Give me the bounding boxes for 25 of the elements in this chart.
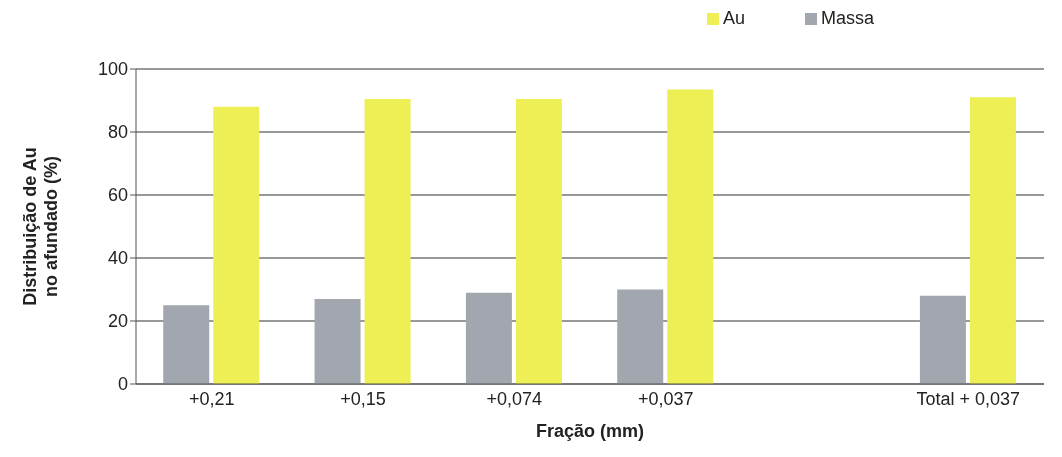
- bar: [213, 106, 260, 384]
- bar: [667, 89, 714, 384]
- x-tick-label: +0,074: [486, 388, 543, 409]
- x-tick-label: Total + 0,037: [916, 388, 1021, 409]
- y-tick-label: 100: [97, 59, 128, 80]
- legend-label: Au: [722, 8, 745, 28]
- x-axis-title: Fração (mm): [535, 421, 645, 441]
- y-tick-label: 80: [107, 122, 128, 143]
- bar: [163, 305, 210, 384]
- y-tick-label: 60: [107, 185, 128, 206]
- bar: [919, 295, 966, 384]
- bar: [465, 292, 512, 384]
- y-tick-label: 40: [107, 248, 128, 269]
- bar: [364, 98, 411, 384]
- y-tick-label: 20: [107, 311, 128, 332]
- x-tick-label: +0,21: [188, 388, 235, 409]
- bar: [515, 98, 562, 384]
- x-tick-label: +0,15: [340, 388, 386, 409]
- y-tick-label: 0: [117, 374, 128, 395]
- x-tick-label: +0,037: [637, 388, 694, 409]
- bar: [617, 289, 664, 384]
- legend-label: Massa: [820, 8, 874, 28]
- y-axis-title: Distribuição de Au no afundado (%): [20, 147, 61, 306]
- bar: [969, 97, 1016, 384]
- bar: [314, 298, 361, 384]
